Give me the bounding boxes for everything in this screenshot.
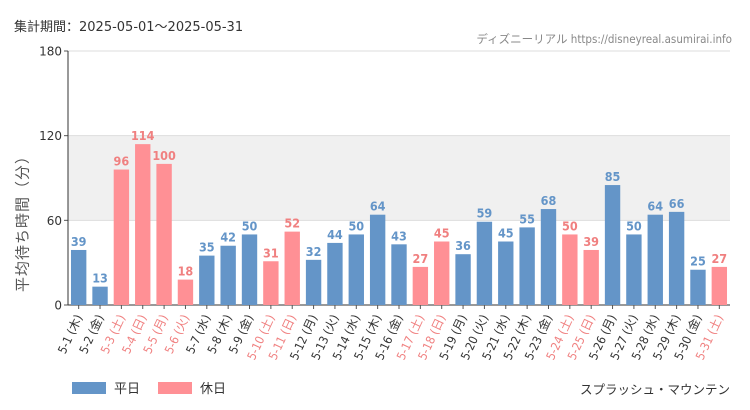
- data-label: 96: [114, 154, 130, 169]
- bar: [604, 185, 621, 305]
- period-label: 集計期間：2025-05-01～2025-05-31: [14, 20, 244, 35]
- bar: [391, 244, 407, 305]
- data-label: 27: [711, 251, 727, 266]
- bar: [690, 269, 706, 305]
- data-label: 114: [131, 128, 155, 143]
- data-label: 31: [263, 245, 279, 260]
- legend-item-weekday: 平日: [72, 378, 140, 397]
- bar: [668, 211, 685, 305]
- data-label: 13: [92, 271, 108, 286]
- data-label: 85: [605, 169, 621, 184]
- data-label: 39: [583, 234, 599, 249]
- bar: [305, 259, 322, 305]
- legend-swatch-weekday: [72, 381, 106, 394]
- y-tick-label: 180: [39, 45, 62, 59]
- attraction-name: スプラッシュ・マウンテン: [579, 382, 730, 397]
- bar: [348, 234, 364, 305]
- bar: [263, 261, 279, 305]
- bar: [562, 234, 578, 305]
- y-tick-label: 0: [54, 299, 62, 313]
- data-label: 100: [152, 148, 176, 163]
- data-label: 43: [391, 228, 407, 243]
- bar: [177, 279, 194, 305]
- bar: [412, 266, 429, 305]
- data-label: 18: [178, 264, 194, 279]
- data-label: 50: [562, 218, 578, 233]
- data-label: 52: [284, 216, 300, 231]
- data-label: 55: [519, 211, 535, 226]
- bar: [498, 241, 514, 305]
- site-credit: ディズニーリアル https://disneyreal.asumirai.inf…: [476, 32, 732, 46]
- legend-swatch-holiday: [158, 381, 193, 394]
- bar: [156, 163, 172, 305]
- data-label: 39: [71, 234, 87, 249]
- data-label: 42: [220, 230, 236, 245]
- data-label: 64: [370, 199, 386, 214]
- data-label: 50: [348, 218, 364, 233]
- y-tick-label: 60: [47, 214, 62, 228]
- bar: [711, 266, 728, 305]
- legend-label-holiday: 休日: [200, 382, 227, 397]
- bar: [284, 231, 300, 305]
- bar: [476, 221, 493, 305]
- y-tick-label: 120: [39, 129, 62, 143]
- bar: [583, 249, 599, 305]
- bar: [434, 241, 450, 305]
- bar: [220, 245, 236, 305]
- data-label: 66: [669, 196, 685, 211]
- legend: 平日 休日: [72, 378, 244, 397]
- bar: [70, 249, 87, 305]
- bar: [113, 169, 130, 305]
- bar: [241, 234, 258, 305]
- bar: [540, 209, 557, 305]
- legend-label-weekday: 平日: [114, 382, 141, 397]
- bar: [455, 254, 471, 305]
- data-label: 27: [413, 251, 429, 266]
- data-label: 59: [477, 206, 493, 221]
- data-label: 35: [199, 240, 215, 255]
- legend-item-holiday: 休日: [158, 378, 226, 397]
- bar: [519, 227, 535, 305]
- data-label: 64: [647, 199, 663, 214]
- bar: [647, 214, 663, 305]
- bar: [92, 286, 108, 305]
- data-label: 68: [541, 193, 557, 208]
- data-label: 45: [434, 226, 450, 241]
- data-label: 45: [498, 226, 514, 241]
- bar: [327, 242, 343, 305]
- data-label: 36: [455, 238, 471, 253]
- data-label: 44: [327, 227, 343, 242]
- bar: [199, 255, 215, 305]
- data-label: 32: [306, 244, 322, 259]
- bar: [626, 234, 642, 305]
- bar: [135, 144, 151, 305]
- data-label: 50: [242, 218, 258, 233]
- data-label: 25: [690, 254, 706, 269]
- bar: [369, 214, 386, 305]
- data-label: 50: [626, 218, 642, 233]
